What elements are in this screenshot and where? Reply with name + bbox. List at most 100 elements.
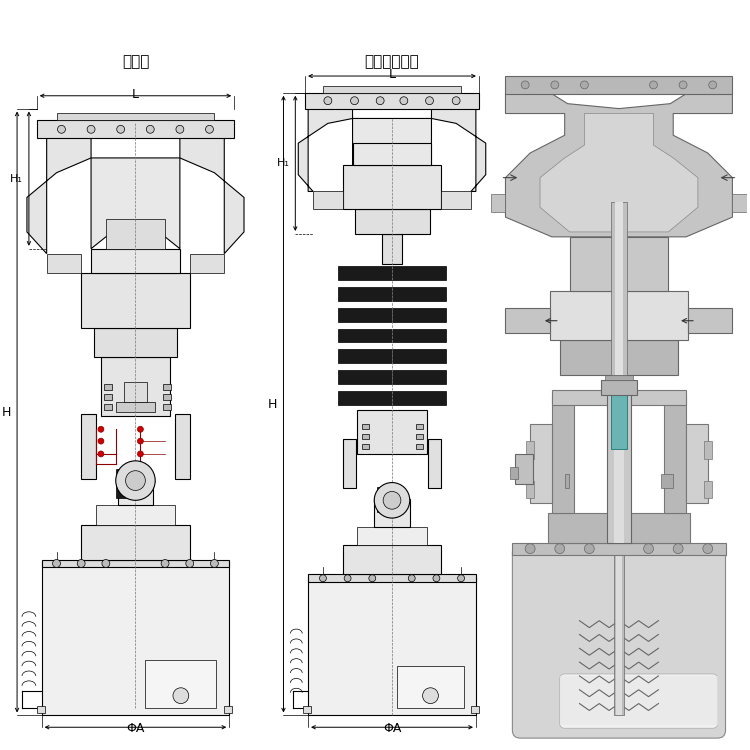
Circle shape <box>206 125 214 134</box>
Bar <box>614 375 624 543</box>
Bar <box>338 328 446 343</box>
Bar <box>512 543 725 554</box>
Text: L: L <box>388 68 395 81</box>
Polygon shape <box>27 138 91 254</box>
Bar <box>338 308 446 322</box>
Bar <box>338 350 446 363</box>
Circle shape <box>125 471 146 490</box>
FancyBboxPatch shape <box>512 544 725 738</box>
Bar <box>303 706 311 713</box>
Bar <box>175 415 190 478</box>
Bar <box>42 560 230 568</box>
Circle shape <box>116 460 155 500</box>
Circle shape <box>102 560 110 568</box>
Circle shape <box>117 125 124 134</box>
Bar <box>338 370 446 384</box>
Circle shape <box>376 97 384 105</box>
Bar <box>569 237 668 291</box>
Bar <box>704 481 712 498</box>
Circle shape <box>53 560 61 568</box>
Bar <box>338 287 446 301</box>
Circle shape <box>137 426 143 432</box>
Circle shape <box>580 81 588 88</box>
Circle shape <box>644 544 653 554</box>
Circle shape <box>709 81 717 88</box>
Bar <box>343 165 441 209</box>
Bar <box>565 474 568 488</box>
Bar <box>313 191 343 209</box>
Bar <box>81 415 96 478</box>
Bar <box>104 394 112 400</box>
Bar <box>101 357 170 416</box>
Bar <box>224 706 232 713</box>
Circle shape <box>146 125 154 134</box>
Bar <box>118 476 153 506</box>
Circle shape <box>422 688 439 703</box>
Bar <box>116 469 128 498</box>
Text: ΦA: ΦA <box>382 722 401 735</box>
Circle shape <box>400 97 408 105</box>
Circle shape <box>87 125 95 134</box>
FancyBboxPatch shape <box>560 674 718 728</box>
Circle shape <box>374 482 410 518</box>
Circle shape <box>433 574 439 582</box>
Circle shape <box>98 426 104 432</box>
Circle shape <box>350 97 358 105</box>
Bar <box>374 500 410 527</box>
Circle shape <box>703 544 712 554</box>
Bar <box>146 660 217 707</box>
Text: H₁: H₁ <box>277 158 290 168</box>
Circle shape <box>77 560 86 568</box>
Bar <box>607 375 631 543</box>
Circle shape <box>458 574 464 582</box>
Bar <box>526 481 534 498</box>
Bar <box>308 578 476 716</box>
Polygon shape <box>604 217 634 247</box>
Bar <box>548 513 690 543</box>
Bar <box>163 404 171 410</box>
Bar <box>616 548 622 716</box>
Bar <box>611 390 627 449</box>
Circle shape <box>98 451 104 457</box>
Bar <box>560 340 678 375</box>
Bar <box>602 380 637 394</box>
Bar <box>552 394 574 513</box>
Polygon shape <box>128 227 143 247</box>
Bar <box>305 93 478 109</box>
Bar <box>358 410 427 454</box>
Circle shape <box>521 81 530 88</box>
Bar <box>190 254 224 273</box>
Circle shape <box>320 574 326 582</box>
Circle shape <box>555 544 565 554</box>
Bar <box>323 86 461 93</box>
Bar <box>550 291 688 340</box>
Bar <box>362 444 369 449</box>
Bar <box>526 441 534 459</box>
Text: 散热、高温型: 散热、高温型 <box>364 54 419 69</box>
Text: 标准型: 标准型 <box>122 54 149 69</box>
Bar <box>688 308 733 332</box>
Bar <box>662 474 674 488</box>
Bar <box>352 143 431 165</box>
Bar <box>343 440 356 488</box>
Circle shape <box>425 97 433 105</box>
Bar <box>163 384 171 390</box>
Bar <box>506 308 550 332</box>
Bar <box>611 202 627 375</box>
Bar <box>37 706 45 713</box>
Bar <box>416 424 422 429</box>
Bar <box>124 382 147 402</box>
Bar <box>560 676 718 725</box>
Bar <box>338 266 446 280</box>
Text: H: H <box>2 406 11 418</box>
Circle shape <box>674 544 683 554</box>
Bar <box>91 249 180 273</box>
Bar <box>552 390 686 404</box>
Circle shape <box>680 81 687 88</box>
Circle shape <box>176 125 184 134</box>
Circle shape <box>650 81 658 88</box>
Bar <box>605 372 633 380</box>
Bar <box>104 384 112 390</box>
Bar <box>81 273 190 328</box>
Circle shape <box>137 451 143 457</box>
